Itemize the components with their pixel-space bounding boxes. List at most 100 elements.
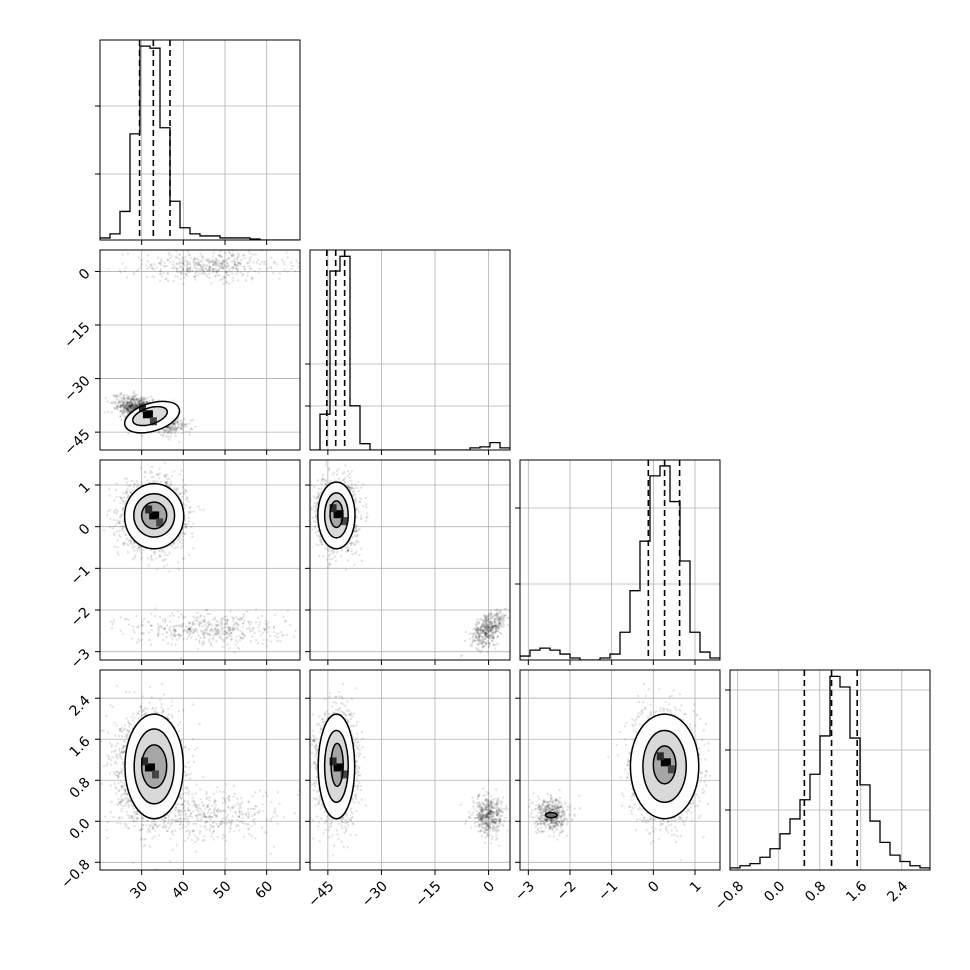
scatter-point (173, 422, 177, 426)
scatter-point (168, 551, 171, 555)
scatter-point (115, 482, 119, 485)
histogram-steps-3 (730, 675, 930, 870)
scatter-point (107, 488, 111, 491)
scatter-point (199, 264, 202, 267)
scatter-point (158, 431, 161, 434)
scatter-point (185, 269, 189, 272)
scatter-point (136, 405, 139, 408)
scatter-point (211, 270, 214, 274)
scatter-point (172, 428, 175, 431)
scatter-point (182, 557, 186, 560)
scatter-point (133, 556, 137, 559)
scatter-point (152, 399, 155, 402)
scatter-point (202, 269, 205, 273)
scatter-point (190, 270, 193, 273)
scatter-point (179, 265, 182, 268)
scatter-point (158, 269, 162, 273)
scatter-point (129, 484, 132, 487)
scatter-point (126, 407, 129, 411)
scatter-point (135, 405, 139, 408)
scatter-point (159, 268, 163, 271)
scatter-point (131, 398, 134, 401)
scatter-point (119, 406, 122, 409)
scatter-point (177, 568, 181, 571)
scatter-point (184, 430, 188, 433)
scatter-point (182, 532, 185, 536)
scatter-point (207, 269, 210, 273)
scatter-point (151, 399, 154, 402)
scatter-point (109, 401, 113, 405)
scatter-point (229, 266, 232, 270)
scatter-point (119, 409, 122, 413)
scatter-point (143, 397, 146, 400)
scatter-point (125, 394, 128, 397)
scatter-point (129, 405, 133, 408)
scatter-point (215, 258, 218, 261)
scatter-point (196, 257, 199, 260)
scatter-point (162, 271, 166, 275)
scatter-point (220, 263, 223, 266)
scatter-point (187, 511, 191, 514)
scatter-point (127, 404, 130, 407)
scatter-point (231, 254, 234, 258)
scatter-point (135, 398, 138, 402)
scatter-point (122, 408, 126, 411)
scatter-point (230, 260, 233, 263)
scatter-point (165, 265, 168, 268)
scatter-point (172, 488, 175, 491)
scatter-point (193, 258, 196, 261)
scatter-point (168, 429, 172, 432)
scatter-point (178, 492, 182, 496)
scatter-point (176, 546, 179, 549)
scatter-point (265, 263, 268, 266)
scatter-point (227, 268, 231, 272)
scatter-point (130, 402, 133, 405)
scatter-point (188, 266, 192, 270)
scatter-point (164, 558, 168, 561)
scatter-point (133, 549, 136, 552)
scatter-point (115, 394, 118, 398)
scatter-point (196, 268, 200, 271)
scatter-point (213, 260, 216, 263)
scatter-point (128, 398, 132, 401)
scatter-point (215, 259, 218, 262)
scatter-point (132, 394, 135, 397)
scatter-point (189, 268, 192, 272)
scatter-point (125, 481, 128, 484)
scatter-point (121, 507, 124, 510)
scatter-point (182, 502, 185, 505)
scatter-point (151, 267, 154, 270)
scatter-point (174, 434, 177, 438)
scatter-point (128, 539, 132, 543)
scatter-point (168, 438, 171, 441)
scatter-point (178, 441, 181, 444)
scatter-grid-2-0 (100, 460, 300, 660)
scatter-point (129, 403, 132, 406)
scatter-point (219, 254, 223, 258)
scatter-point (155, 557, 158, 560)
scatter-point (128, 407, 132, 410)
scatter-point (166, 481, 169, 484)
scatter-point (208, 266, 211, 270)
scatter-point (169, 427, 172, 430)
scatter-point (185, 265, 188, 268)
scatter-point (236, 261, 239, 264)
scatter-point (185, 425, 188, 428)
scatter-point (173, 425, 177, 428)
scatter-point (171, 429, 174, 432)
scatter-point (126, 407, 129, 410)
scatter-point (118, 522, 121, 525)
scatter-point (139, 466, 142, 470)
scatter-point (107, 267, 110, 271)
scatter-point (119, 405, 122, 409)
scatter-point (233, 263, 237, 266)
scatter-point (185, 496, 189, 499)
scatter-point (174, 429, 178, 432)
scatter-point (221, 278, 224, 281)
scatter-point (269, 265, 273, 268)
scatter-point (242, 254, 245, 257)
scatter-point (198, 508, 202, 511)
scatter-point (135, 403, 138, 406)
scatter-point (136, 397, 139, 401)
scatter-point (115, 488, 118, 492)
